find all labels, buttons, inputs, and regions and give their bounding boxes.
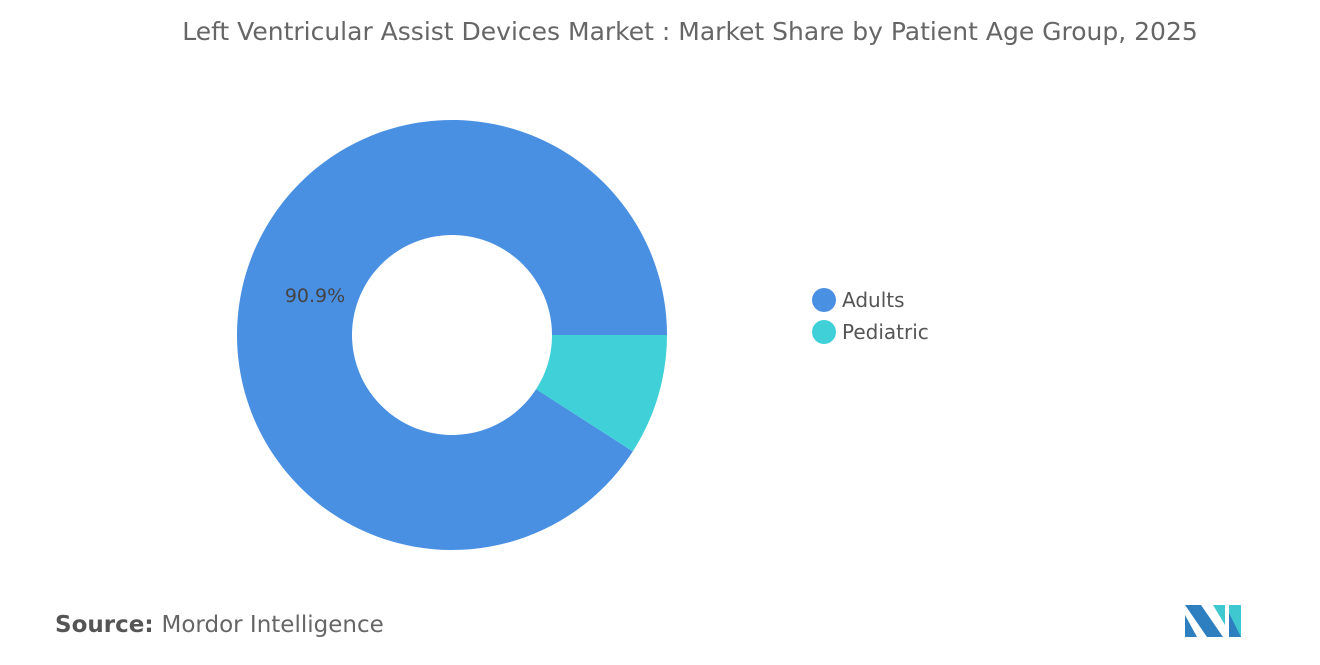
legend-item-adults[interactable]: Adults [812,284,929,316]
data-label-adults: 90.9% [285,285,345,307]
source-label: Source: [55,612,154,638]
source: Source: Mordor Intelligence [55,612,384,638]
legend: Adults Pediatric [812,284,929,348]
slice-pediatric [536,335,667,452]
mordor-logo [1185,605,1241,637]
legend-swatch [812,320,836,344]
legend-item-pediatric[interactable]: Pediatric [812,316,929,348]
legend-label: Pediatric [842,320,929,344]
legend-label: Adults [842,288,905,312]
source-text: Mordor Intelligence [161,612,384,638]
legend-swatch [812,288,836,312]
slice-adults [237,119,668,550]
chart-title: Left Ventricular Assist Devices Market :… [182,17,1198,46]
